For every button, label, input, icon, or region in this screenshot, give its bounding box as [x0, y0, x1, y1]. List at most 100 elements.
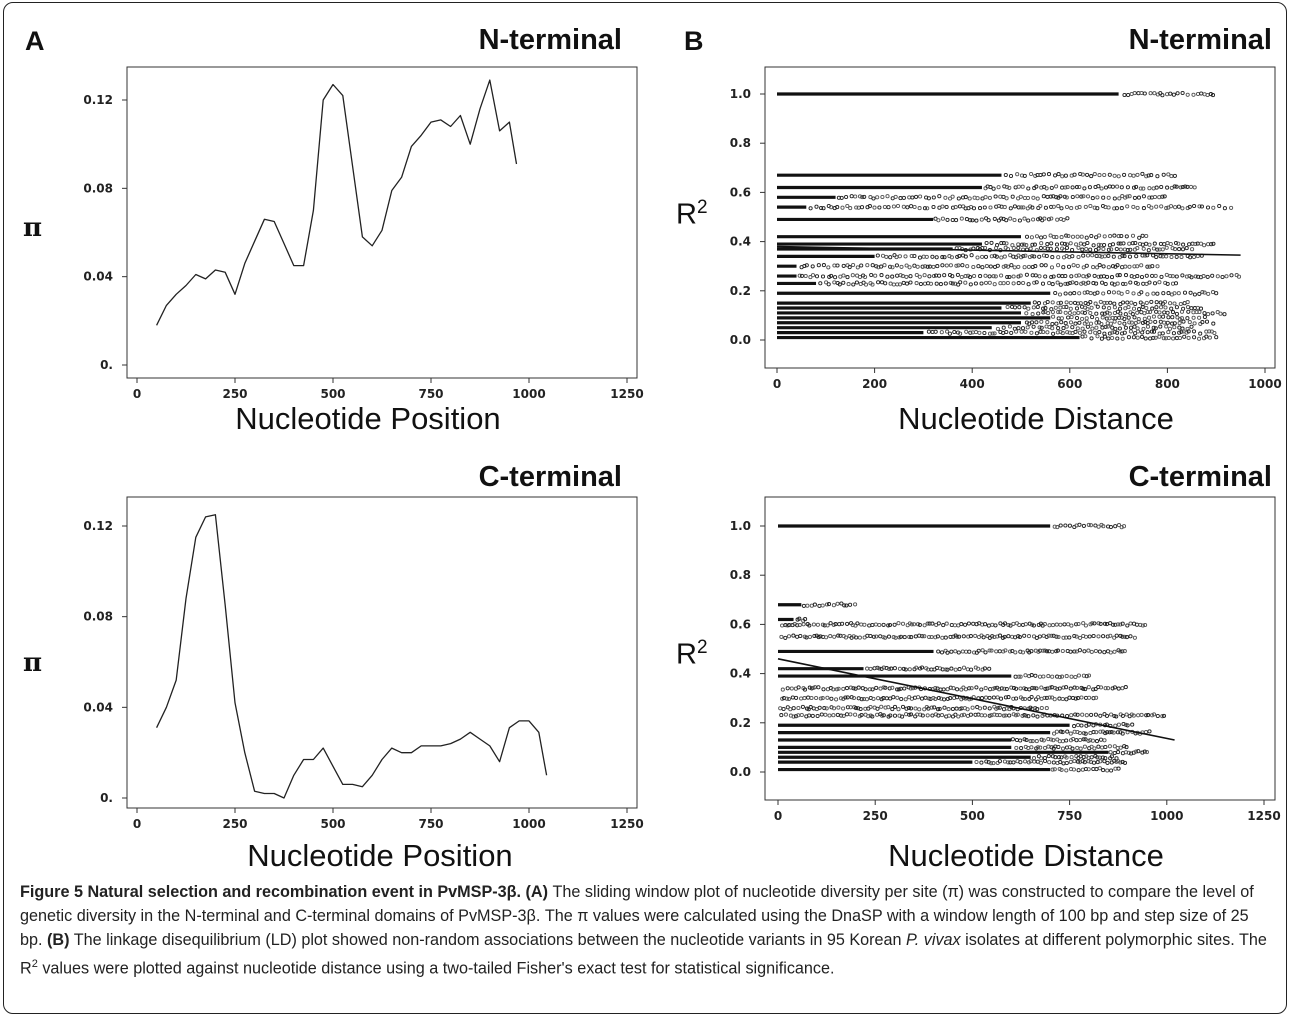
scatter-point-b-c: [1072, 685, 1077, 690]
scatter-point-b-n: [1106, 205, 1111, 210]
scatter-point-b-c: [1084, 713, 1089, 718]
scatter-point-b-n: [1122, 321, 1127, 326]
scatter-point-b-n: [1056, 316, 1061, 321]
scatter-point-b-n: [895, 273, 900, 278]
scatter-point-b-n: [1158, 319, 1163, 324]
scatter-point-b-n: [1016, 184, 1021, 189]
scatter-point-b-n: [1121, 241, 1126, 246]
scatter-point-b-c: [1083, 766, 1089, 772]
scatter-point-b-n: [899, 264, 904, 269]
scatter-point-b-c: [1013, 674, 1018, 679]
scatter-point-b-n: [1150, 273, 1155, 278]
panel-b-top-title: N-terminal: [1128, 24, 1272, 56]
scatter-point-b-n: [918, 194, 923, 199]
scatter-point-b-n: [1133, 331, 1138, 336]
scatter-point-b-n: [1127, 264, 1132, 269]
scatter-point-b-n: [1101, 246, 1106, 252]
scatter-point-b-c: [790, 695, 795, 700]
scatter-point-b-c: [1078, 635, 1083, 640]
x-tick-label-a-n: 750: [418, 387, 443, 401]
scatter-point-b-c: [908, 686, 913, 691]
scatter-point-b-n: [971, 264, 976, 270]
scatter-point-b-n: [1084, 235, 1089, 240]
scatter-point-b-n: [970, 218, 975, 223]
scatter-point-b-n: [1068, 320, 1074, 325]
scatter-point-b-c: [886, 666, 892, 671]
scatter-point-b-n: [1127, 194, 1132, 199]
scatter-point-b-n: [1074, 315, 1080, 321]
scatter-point-b-n: [934, 281, 939, 286]
scatter-point-b-c: [993, 623, 998, 628]
scatter-point-b-n: [1082, 329, 1087, 334]
scatter-point-b-n: [880, 253, 886, 258]
scatter-point-b-c: [994, 649, 999, 654]
scatter-point-b-n: [1185, 316, 1190, 321]
scatter-point-b-n: [826, 282, 831, 287]
scatter-point-b-c: [877, 622, 882, 628]
scatter-point-b-n: [1060, 331, 1065, 336]
scatter-point-b-n: [1159, 274, 1164, 279]
scatter-point-b-n: [1179, 329, 1184, 334]
scatter-point-b-n: [983, 273, 988, 278]
scatter-point-b-n: [1063, 273, 1068, 279]
x-tick-label-b-n: 800: [1155, 377, 1180, 391]
scatter-point-b-n: [1081, 274, 1086, 279]
scatter-point-b-c: [1136, 713, 1141, 718]
scatter-point-b-c: [892, 622, 897, 627]
scatter-point-b-c: [871, 696, 876, 701]
scatter-point-b-c: [1115, 622, 1121, 627]
scatter-point-b-c: [819, 712, 824, 717]
scatter-point-b-c: [953, 712, 958, 717]
scatter-point-b-c: [1052, 767, 1057, 772]
scatter-point-b-n: [1131, 204, 1136, 209]
scatter-point-b-n: [1049, 265, 1055, 270]
scatter-point-b-n: [1085, 172, 1090, 177]
x-tick-label-b-c: 1250: [1247, 809, 1280, 823]
scatter-point-b-c: [825, 623, 830, 628]
scatter-point-b-n: [1169, 306, 1174, 311]
scatter-point-b-n: [1026, 264, 1031, 269]
scatter-point-b-n: [1119, 185, 1124, 190]
scatter-point-b-c: [890, 707, 895, 712]
scatter-point-b-c: [1161, 713, 1167, 718]
scatter-point-b-n: [940, 255, 945, 260]
scatter-point-b-n: [988, 264, 993, 269]
scatter-point-b-c: [1113, 524, 1118, 529]
scatter-point-b-n: [1172, 321, 1177, 326]
scatter-point-b-n: [1211, 205, 1216, 210]
scatter-point-b-n: [1026, 218, 1031, 223]
scatter-point-b-n: [922, 206, 928, 211]
scatter-point-b-n: [1176, 291, 1181, 296]
scatter-point-b-c: [784, 696, 789, 701]
scatter-point-b-n: [1150, 264, 1155, 269]
scatter-point-b-n: [1172, 325, 1177, 330]
scatter-point-b-n: [1055, 280, 1060, 285]
plot-frame-a-c: [126, 496, 638, 809]
scatter-point-b-n: [901, 280, 906, 285]
scatter-point-b-c: [865, 666, 870, 671]
scatter-point-b-c: [1052, 697, 1057, 702]
scatter-point-b-n: [963, 274, 968, 279]
scatter-point-b-n: [1190, 247, 1195, 252]
scatter-point-b-n: [1123, 264, 1128, 269]
scatter-point-b-n: [957, 253, 962, 259]
scatter-point-b-n: [1076, 301, 1081, 306]
scatter-point-b-n: [1077, 205, 1082, 210]
scatter-point-b-n: [1081, 265, 1086, 270]
scatter-point-b-n: [1050, 321, 1055, 327]
scatter-point-b-c: [1042, 622, 1047, 627]
scatter-point-b-n: [1125, 194, 1130, 199]
scatter-point-b-c: [839, 713, 844, 718]
scatter-point-b-c: [983, 686, 988, 691]
scatter-point-b-n: [1058, 309, 1063, 315]
scatter-point-b-c: [1034, 697, 1039, 702]
scatter-point-b-n: [901, 195, 906, 200]
scatter-point-b-n: [1137, 235, 1142, 240]
scatter-point-b-n: [1002, 205, 1007, 210]
scatter-point-b-c: [1069, 623, 1074, 628]
scatter-point-b-n: [874, 264, 879, 269]
panel-a-top-title: N-terminal: [478, 24, 622, 56]
scatter-point-b-c: [976, 648, 981, 653]
scatter-point-b-n: [1093, 301, 1098, 306]
scatter-point-b-n: [1064, 304, 1069, 310]
